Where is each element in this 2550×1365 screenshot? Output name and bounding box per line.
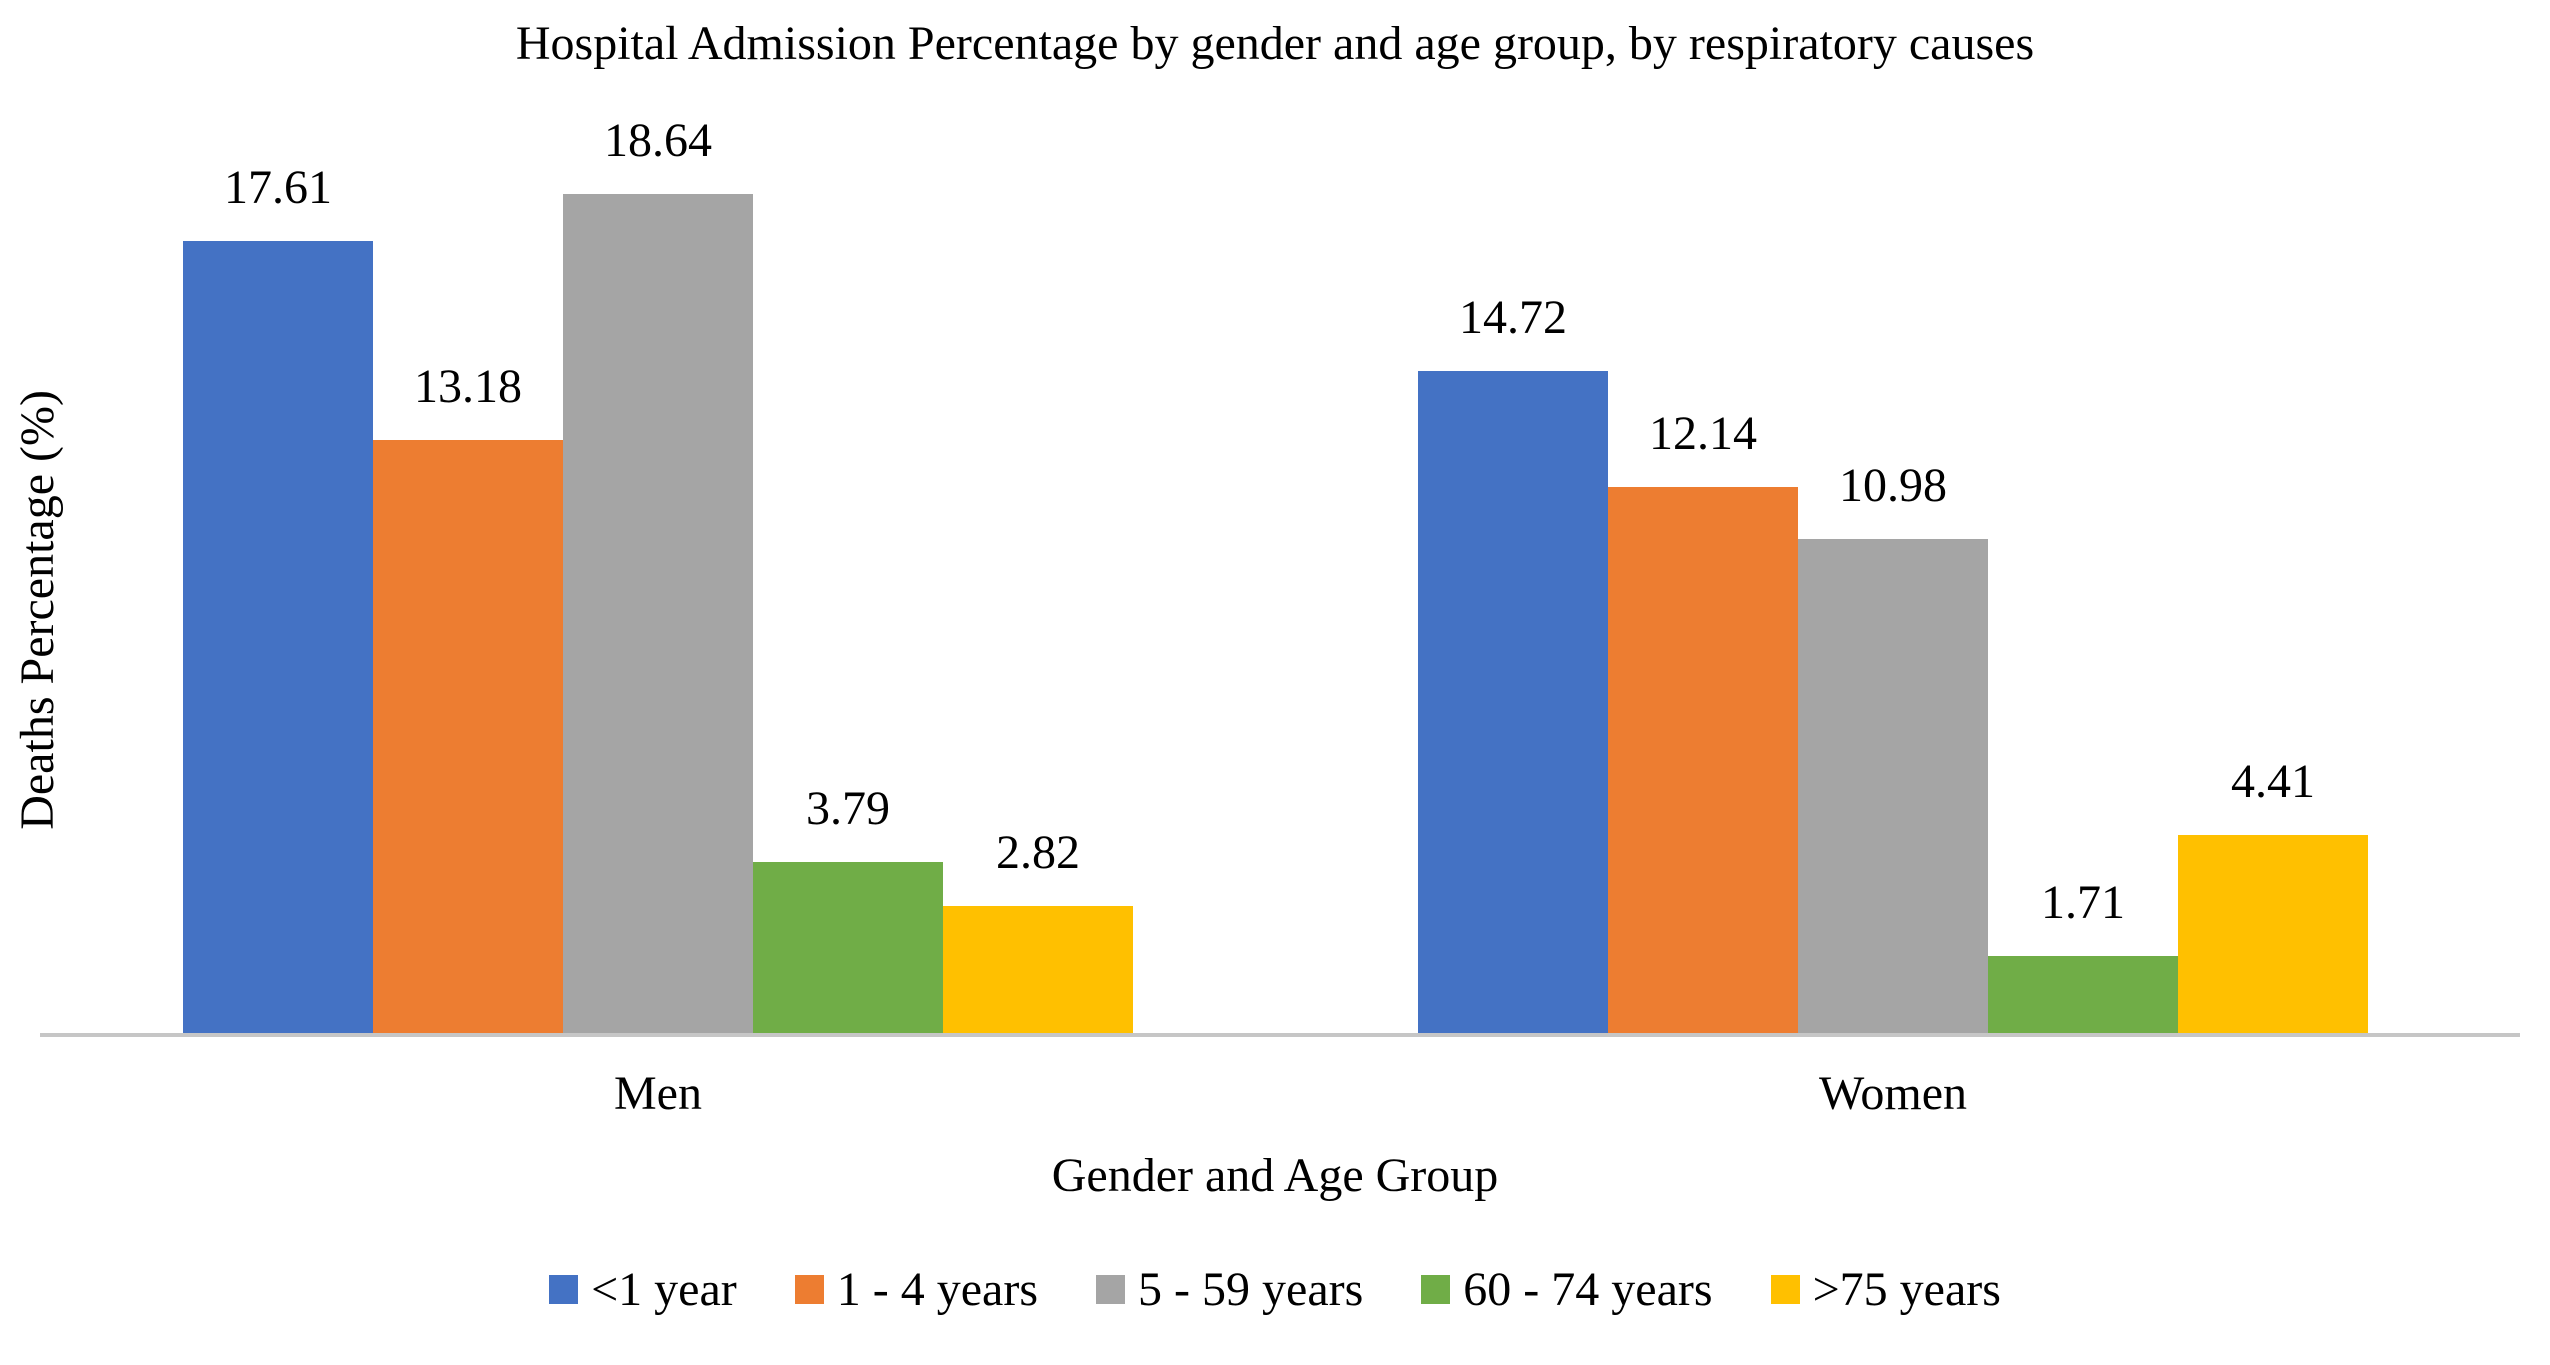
bar-value-label: 10.98: [1839, 459, 1947, 512]
bar-group-women: 14.72 12.14 10.98 1.71 4.41: [1418, 291, 2368, 1033]
legend-label: 60 - 74 years: [1463, 1263, 1713, 1316]
chart-title: Hospital Admission Percentage by gender …: [515, 17, 2035, 70]
legend-item-75-years: >75 years: [1770, 1262, 2001, 1317]
legend: <1 year 1 - 4 years 5 - 59 years 60 - 74 ye…: [0, 1262, 2550, 1317]
bar-men-60-74-years: 3.79: [753, 782, 943, 1033]
bar-men-75-years: 2.82: [943, 826, 1133, 1033]
bar-women-75-years: 4.41: [2178, 755, 2368, 1033]
x-category-label-women: Women: [1818, 1067, 1968, 1120]
bar-men-1-4-years: 13.18: [373, 360, 563, 1033]
bar-men-5-59-years: 18.64: [563, 114, 753, 1033]
legend-swatch-icon: [794, 1275, 824, 1304]
bar-value-label: 4.41: [2231, 755, 2315, 808]
legend-swatch-icon: [1096, 1275, 1126, 1304]
x-axis-title: Gender and Age Group: [1051, 1149, 1499, 1202]
bar-women-60-74-years: 1.71: [1988, 876, 2178, 1033]
bar-group-men: 17.61 13.18 18.64 3.79 2.82: [183, 114, 1133, 1033]
legend-item-1-4-years: 1 - 4 years: [794, 1262, 1039, 1317]
bar-women-5-59-years: 10.98: [1798, 459, 1988, 1033]
legend-item-5-59-years: 5 - 59 years: [1096, 1262, 1363, 1317]
bar-value-label: 13.18: [414, 360, 522, 413]
legend-label: 1 - 4 years: [836, 1263, 1039, 1316]
bar-women-1-4-years: 12.14: [1608, 407, 1798, 1033]
bar-value-label: 14.72: [1459, 291, 1567, 344]
bar-value-label: 1.71: [2041, 876, 2125, 929]
plot-area: 17.61 13.18 18.64 3.79 2.82 14.72 12.14 10.98 1.…: [40, 114, 2520, 1037]
legend-item-60-74-years: 60 - 74 years: [1421, 1262, 1713, 1317]
legend-item-1-year: <1 year: [549, 1262, 737, 1317]
legend-label: >75 years: [1812, 1263, 2001, 1316]
legend-swatch-icon: [1770, 1275, 1800, 1304]
bar-value-label: 17.61: [224, 161, 332, 214]
legend-label: 5 - 59 years: [1138, 1263, 1364, 1316]
x-axis-category-labels: Men Women: [40, 1066, 2520, 1121]
legend-swatch-icon: [1421, 1275, 1451, 1304]
legend-label: <1 year: [591, 1263, 737, 1316]
bar-women-1-year: 14.72: [1418, 291, 1608, 1033]
bar-men-1-year: 17.61: [183, 161, 373, 1033]
x-category-label-men: Men: [614, 1067, 702, 1120]
bar-value-label: 18.64: [604, 114, 712, 167]
legend-swatch-icon: [549, 1275, 579, 1304]
bar-value-label: 3.79: [806, 782, 890, 835]
bar-value-label: 12.14: [1649, 407, 1757, 460]
bar-value-label: 2.82: [996, 826, 1080, 879]
